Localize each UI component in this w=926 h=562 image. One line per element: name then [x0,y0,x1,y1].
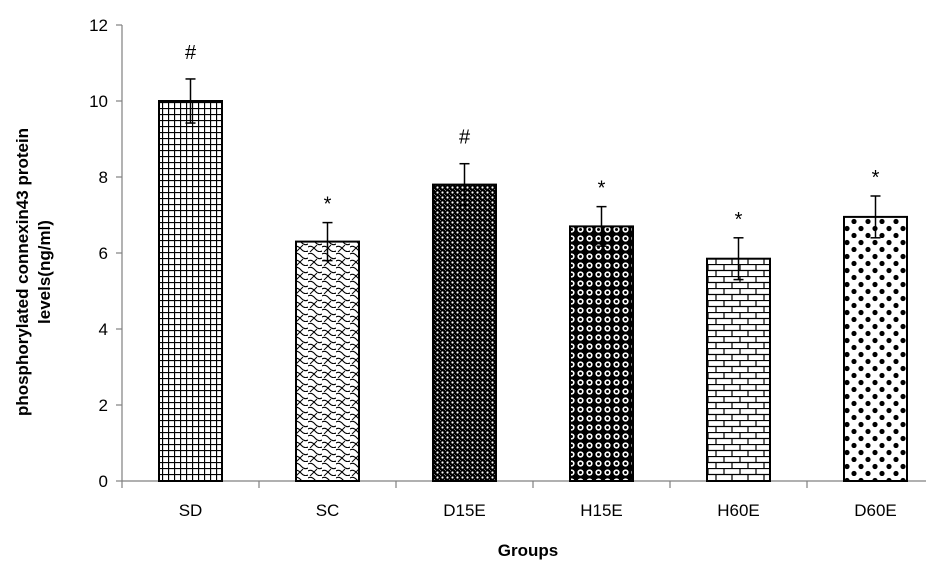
annotation-h15e: * [598,178,606,200]
annotation-sd: # [185,42,197,64]
bar-sc [295,240,360,482]
bar-sd [158,100,223,482]
bar-h15e [569,225,634,482]
y-tick-label: 0 [99,472,108,491]
annotation-sc: * [324,194,332,216]
bar-h60e [706,257,771,483]
y-axis-title-line-2: levels(ng/ml) [35,220,54,324]
y-axis-title: phosphorylated connexin43 protein levels… [13,128,54,416]
y-tick-label: 6 [99,244,108,263]
bar-d15e [432,183,497,482]
y-tick-label: 12 [89,16,108,35]
x-tick-label: H60E [717,501,760,520]
plot-area: 0 2 4 6 8 10 12 # SD * SC # D15E * H15E * H60E * D60E [89,16,926,520]
x-tick-label: SD [179,501,203,520]
annotation-h60e: * [735,209,743,231]
annotation-d60e: * [872,167,880,189]
x-tick-label: SC [316,501,340,520]
y-tick-label: 8 [99,168,108,187]
x-tick-label: D60E [854,501,897,520]
bar-d60e [843,215,908,482]
y-axis-title-line-1: phosphorylated connexin43 protein [13,128,32,416]
y-tick-label: 10 [89,92,108,111]
annotation-d15e: # [459,127,471,149]
y-tick-label: 2 [99,396,108,415]
x-tick-label: D15E [443,501,486,520]
y-tick-label: 4 [99,320,108,339]
x-tick-label: H15E [580,501,623,520]
x-axis-title: Groups [498,541,558,560]
